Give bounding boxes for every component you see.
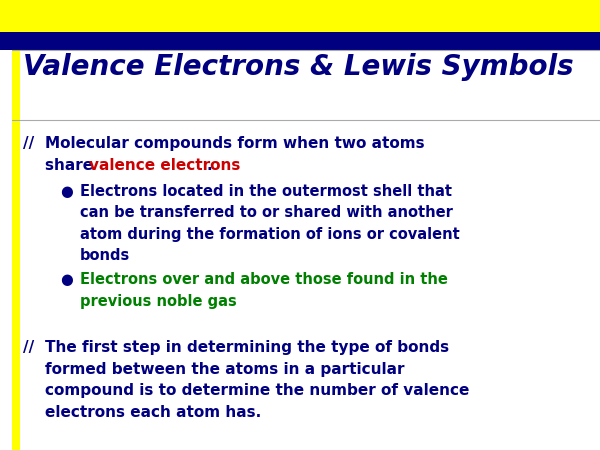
Text: compound is to determine the number of valence: compound is to determine the number of v…	[45, 383, 469, 398]
Text: previous noble gas: previous noble gas	[80, 294, 236, 309]
Text: //: //	[23, 340, 34, 355]
Text: ●: ●	[60, 184, 73, 198]
Bar	[0, 0, 600, 32]
Bar	[12, 50, 20, 450]
Bar	[0, 32, 600, 50]
Bar	[567, 32, 600, 50]
Text: //: //	[23, 136, 34, 151]
Text: formed between the atoms in a particular: formed between the atoms in a particular	[45, 362, 404, 377]
Text: Valence Electrons & Lewis Symbols: Valence Electrons & Lewis Symbols	[23, 53, 574, 81]
Text: bonds: bonds	[80, 248, 130, 263]
Text: electrons each atom has.: electrons each atom has.	[45, 405, 261, 420]
Text: share: share	[45, 158, 98, 172]
Text: ●: ●	[60, 272, 73, 287]
Text: Electrons over and above those found in the: Electrons over and above those found in …	[80, 272, 448, 287]
Text: atom during the formation of ions or covalent: atom during the formation of ions or cov…	[80, 227, 460, 242]
Text: The first step in determining the type of bonds: The first step in determining the type o…	[45, 340, 449, 355]
Text: valence electrons: valence electrons	[89, 158, 240, 172]
Bar	[567, 0, 600, 32]
Text: can be transferred to or shared with another: can be transferred to or shared with ano…	[80, 205, 452, 220]
Text: Electrons located in the outermost shell that: Electrons located in the outermost shell…	[80, 184, 452, 198]
Text: Molecular compounds form when two atoms: Molecular compounds form when two atoms	[45, 136, 425, 151]
Text: .: .	[206, 158, 212, 172]
